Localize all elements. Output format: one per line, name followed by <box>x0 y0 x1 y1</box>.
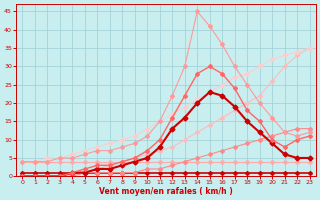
X-axis label: Vent moyen/en rafales ( km/h ): Vent moyen/en rafales ( km/h ) <box>99 187 233 196</box>
